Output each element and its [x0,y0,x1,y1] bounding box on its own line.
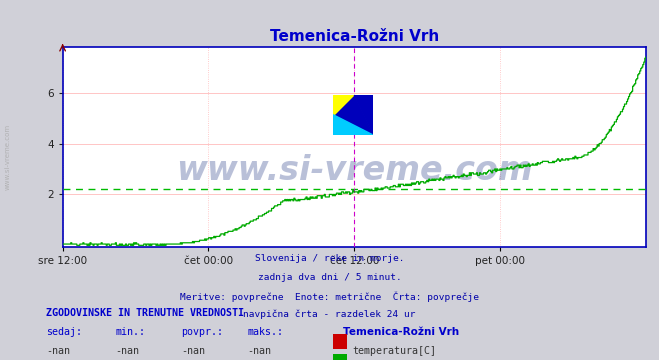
Text: www.si-vreme.com: www.si-vreme.com [5,123,11,190]
Text: navpična črta - razdelek 24 ur: navpična črta - razdelek 24 ur [243,310,416,319]
Text: www.si-vreme.com: www.si-vreme.com [176,154,532,187]
Polygon shape [333,115,372,135]
Title: Temenica-Rožni Vrh: Temenica-Rožni Vrh [270,29,439,44]
Text: Meritve: povprečne  Enote: metrične  Črta: povprečje: Meritve: povprečne Enote: metrične Črta:… [180,291,479,302]
Text: maks.:: maks.: [247,327,283,337]
Text: -nan: -nan [46,346,70,356]
Text: min.:: min.: [115,327,146,337]
Text: ZGODOVINSKE IN TRENUTNE VREDNOSTI: ZGODOVINSKE IN TRENUTNE VREDNOSTI [46,308,244,318]
Text: temperatura[C]: temperatura[C] [352,346,436,356]
Text: Slovenija / reke in morje.: Slovenija / reke in morje. [255,254,404,263]
Text: -nan: -nan [247,346,271,356]
Text: -nan: -nan [115,346,139,356]
Text: Temenica-Rožni Vrh: Temenica-Rožni Vrh [343,327,459,337]
Polygon shape [333,95,372,135]
Polygon shape [333,95,372,135]
Text: -nan: -nan [181,346,205,356]
Text: povpr.:: povpr.: [181,327,223,337]
Polygon shape [333,95,353,115]
Text: sedaj:: sedaj: [46,327,82,337]
Text: zadnja dva dni / 5 minut.: zadnja dva dni / 5 minut. [258,273,401,282]
